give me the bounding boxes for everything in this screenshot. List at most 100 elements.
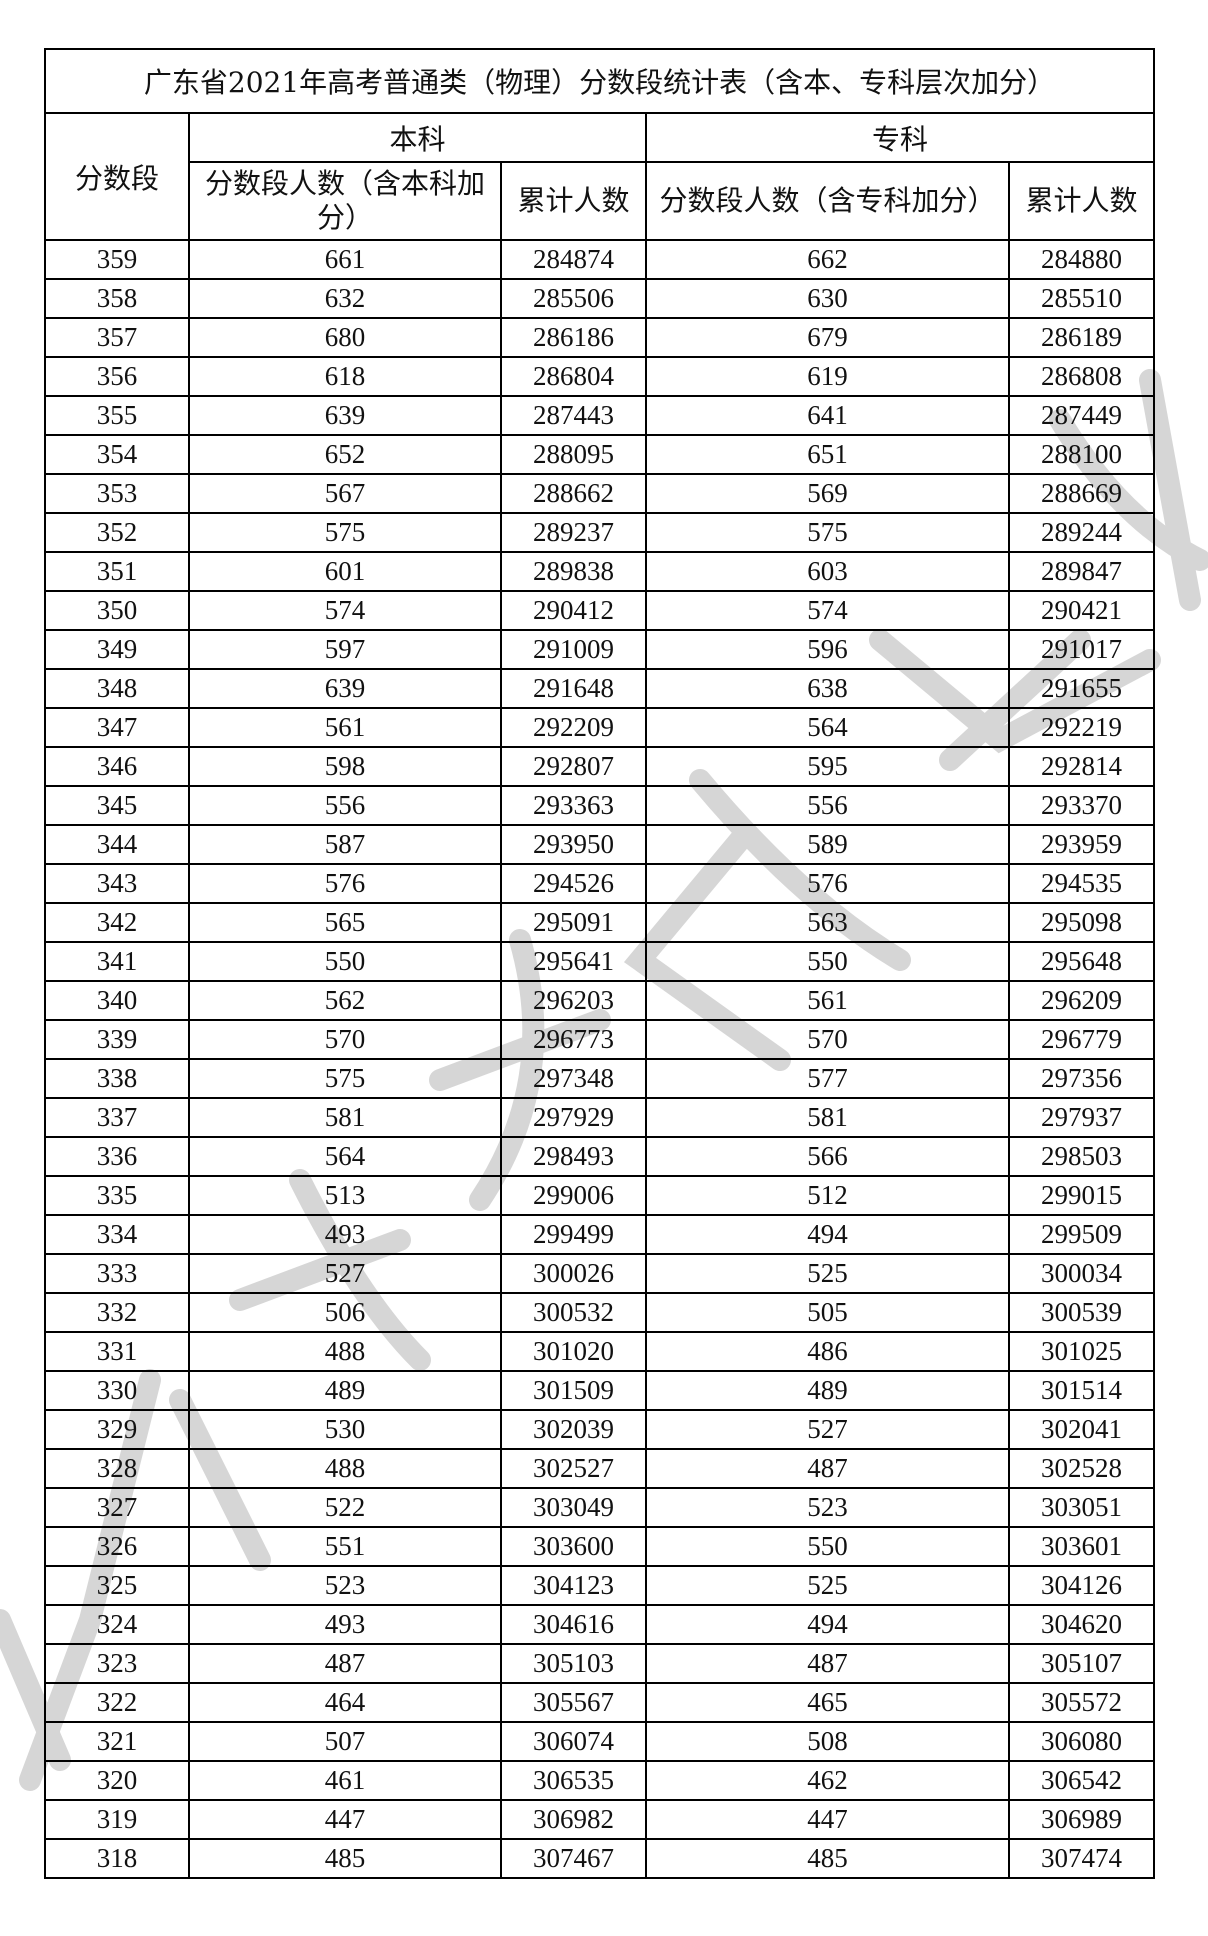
table-row: 355 639 287443 641 287449 bbox=[44, 395, 1156, 436]
zhuanke-cumulative-cell: 303601 bbox=[1007, 1526, 1156, 1567]
zhuanke-cumulative-cell: 294535 bbox=[1007, 863, 1156, 904]
zhuanke-count-cell: 619 bbox=[645, 356, 1010, 397]
zhuanke-cumulative-cell: 292219 bbox=[1007, 707, 1156, 748]
score-cell: 330 bbox=[44, 1370, 190, 1411]
benke-count-cell: 523 bbox=[188, 1565, 502, 1606]
zhuanke-count-cell: 505 bbox=[645, 1292, 1010, 1333]
zhuanke-count-cell: 487 bbox=[645, 1448, 1010, 1489]
zhuanke-count-cell: 447 bbox=[645, 1799, 1010, 1840]
benke-cumulative-cell: 307467 bbox=[500, 1838, 647, 1879]
zhuanke-count-cell: 574 bbox=[645, 590, 1010, 631]
table-row: 347 561 292209 564 292219 bbox=[44, 707, 1156, 748]
benke-count-cell: 506 bbox=[188, 1292, 502, 1333]
table-row: 342 565 295091 563 295098 bbox=[44, 902, 1156, 943]
score-cell: 328 bbox=[44, 1448, 190, 1489]
benke-count-cell: 661 bbox=[188, 239, 502, 280]
zhuanke-cumulative-cell: 285510 bbox=[1007, 278, 1156, 319]
table-row: 331 488 301020 486 301025 bbox=[44, 1331, 1156, 1372]
zhuanke-cumulative-cell: 302528 bbox=[1007, 1448, 1156, 1489]
table-row: 352 575 289237 575 289244 bbox=[44, 512, 1156, 553]
benke-count-cell: 639 bbox=[188, 668, 502, 709]
score-cell: 340 bbox=[44, 980, 190, 1021]
benke-cumulative-cell: 297929 bbox=[500, 1097, 647, 1138]
benke-count-cell: 575 bbox=[188, 512, 502, 553]
score-cell: 326 bbox=[44, 1526, 190, 1567]
zhuanke-count-cell: 603 bbox=[645, 551, 1010, 592]
benke-count-cell: 598 bbox=[188, 746, 502, 787]
benke-count-cell: 488 bbox=[188, 1448, 502, 1489]
zhuanke-count-cell: 566 bbox=[645, 1136, 1010, 1177]
table-row: 348 639 291648 638 291655 bbox=[44, 668, 1156, 709]
zhuanke-cumulative-cell: 295648 bbox=[1007, 941, 1156, 982]
score-cell: 347 bbox=[44, 707, 190, 748]
header-zhuanke-count: 分数段人数（含专科加分） bbox=[645, 161, 1010, 241]
table-row: 358 632 285506 630 285510 bbox=[44, 278, 1156, 319]
score-cell: 358 bbox=[44, 278, 190, 319]
zhuanke-cumulative-cell: 304126 bbox=[1007, 1565, 1156, 1606]
table-row: 324 493 304616 494 304620 bbox=[44, 1604, 1156, 1645]
zhuanke-count-cell: 596 bbox=[645, 629, 1010, 670]
benke-count-cell: 493 bbox=[188, 1604, 502, 1645]
zhuanke-cumulative-cell: 301514 bbox=[1007, 1370, 1156, 1411]
zhuanke-count-cell: 487 bbox=[645, 1643, 1010, 1684]
zhuanke-count-cell: 630 bbox=[645, 278, 1010, 319]
benke-cumulative-cell: 304123 bbox=[500, 1565, 647, 1606]
benke-count-cell: 556 bbox=[188, 785, 502, 826]
table-row: 359 661 284874 662 284880 bbox=[44, 239, 1156, 280]
zhuanke-cumulative-cell: 286808 bbox=[1007, 356, 1156, 397]
zhuanke-cumulative-cell: 307474 bbox=[1007, 1838, 1156, 1879]
zhuanke-count-cell: 525 bbox=[645, 1565, 1010, 1606]
zhuanke-cumulative-cell: 301025 bbox=[1007, 1331, 1156, 1372]
table-row: 329 530 302039 527 302041 bbox=[44, 1409, 1156, 1450]
zhuanke-count-cell: 563 bbox=[645, 902, 1010, 943]
header-zhuanke: 专科 bbox=[644, 112, 1156, 163]
benke-cumulative-cell: 304616 bbox=[500, 1604, 647, 1645]
zhuanke-cumulative-cell: 303051 bbox=[1007, 1487, 1156, 1528]
zhuanke-count-cell: 512 bbox=[645, 1175, 1010, 1216]
benke-cumulative-cell: 291648 bbox=[500, 668, 647, 709]
benke-count-cell: 493 bbox=[188, 1214, 502, 1255]
benke-count-cell: 581 bbox=[188, 1097, 502, 1138]
benke-cumulative-cell: 289237 bbox=[500, 512, 647, 553]
table-row: 334 493 299499 494 299509 bbox=[44, 1214, 1156, 1255]
benke-count-cell: 597 bbox=[188, 629, 502, 670]
table-row: 344 587 293950 589 293959 bbox=[44, 824, 1156, 865]
zhuanke-cumulative-cell: 299015 bbox=[1007, 1175, 1156, 1216]
zhuanke-cumulative-cell: 305107 bbox=[1007, 1643, 1156, 1684]
zhuanke-count-cell: 485 bbox=[645, 1838, 1010, 1879]
benke-cumulative-cell: 287443 bbox=[500, 395, 647, 436]
zhuanke-cumulative-cell: 300034 bbox=[1007, 1253, 1156, 1294]
zhuanke-cumulative-cell: 306080 bbox=[1007, 1721, 1156, 1762]
table-row: 343 576 294526 576 294535 bbox=[44, 863, 1156, 904]
table-row: 330 489 301509 489 301514 bbox=[44, 1370, 1156, 1411]
table-row: 323 487 305103 487 305107 bbox=[44, 1643, 1156, 1684]
benke-count-cell: 507 bbox=[188, 1721, 502, 1762]
score-cell: 346 bbox=[44, 746, 190, 787]
benke-cumulative-cell: 290412 bbox=[500, 590, 647, 631]
benke-count-cell: 488 bbox=[188, 1331, 502, 1372]
score-cell: 344 bbox=[44, 824, 190, 865]
zhuanke-cumulative-cell: 300539 bbox=[1007, 1292, 1156, 1333]
header-benke-cumulative: 累计人数 bbox=[500, 161, 647, 241]
zhuanke-cumulative-cell: 295098 bbox=[1007, 902, 1156, 943]
zhuanke-cumulative-cell: 293959 bbox=[1007, 824, 1156, 865]
table-row: 356 618 286804 619 286808 bbox=[44, 356, 1156, 397]
benke-cumulative-cell: 301020 bbox=[500, 1331, 647, 1372]
benke-count-cell: 550 bbox=[188, 941, 502, 982]
benke-count-cell: 562 bbox=[188, 980, 502, 1021]
header-benke-count: 分数段人数（含本科加分） bbox=[188, 161, 502, 241]
table-row: 341 550 295641 550 295648 bbox=[44, 941, 1156, 982]
benke-cumulative-cell: 297348 bbox=[500, 1058, 647, 1099]
zhuanke-cumulative-cell: 304620 bbox=[1007, 1604, 1156, 1645]
benke-count-cell: 567 bbox=[188, 473, 502, 514]
score-cell: 341 bbox=[44, 941, 190, 982]
score-cell: 338 bbox=[44, 1058, 190, 1099]
benke-count-cell: 652 bbox=[188, 434, 502, 475]
benke-count-cell: 527 bbox=[188, 1253, 502, 1294]
zhuanke-cumulative-cell: 296779 bbox=[1007, 1019, 1156, 1060]
table-row: 332 506 300532 505 300539 bbox=[44, 1292, 1156, 1333]
table-row: 319 447 306982 447 306989 bbox=[44, 1799, 1156, 1840]
benke-count-cell: 618 bbox=[188, 356, 502, 397]
zhuanke-count-cell: 550 bbox=[645, 941, 1010, 982]
benke-cumulative-cell: 302527 bbox=[500, 1448, 647, 1489]
